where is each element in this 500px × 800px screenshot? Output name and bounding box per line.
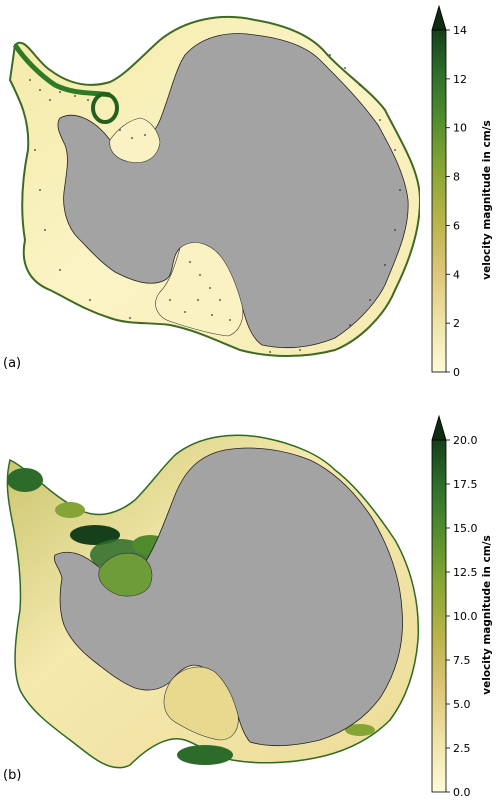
colorbar-tick-label: 12.5 bbox=[453, 566, 478, 579]
panel-label-a: (a) bbox=[3, 356, 22, 371]
colorbar-tick-label: 4 bbox=[453, 268, 460, 281]
colorbar-a: 0 2 4 6 8 10 12 14 velocity magnitude in cm/s bbox=[431, 4, 493, 379]
colorbar-b-extend-arrow bbox=[431, 414, 447, 441]
colorbar-tick-label: 10 bbox=[453, 122, 467, 135]
colorbar-b-gradient bbox=[431, 439, 447, 793]
colorbar-tick-label: 15.0 bbox=[453, 522, 478, 535]
panel-a: (a) 0 2 4 6 8 10 12 14 velocity magnitude in cm… bbox=[3, 4, 493, 379]
colorbar-tick-label: 20.0 bbox=[453, 434, 478, 447]
colorbar-tick-label: 8 bbox=[453, 171, 460, 184]
colorbar-tick-label: 5.0 bbox=[453, 698, 471, 711]
weddell-shelf bbox=[109, 117, 161, 163]
ross-shelf bbox=[163, 666, 239, 741]
panel-b: (b) 0.0 2.5 5.0 7.5 10.0 12.5 15.0 17.5 20.0 vel… bbox=[0, 400, 500, 800]
colorbar-a-gradient bbox=[431, 29, 447, 373]
colorbar-a-extend-arrow bbox=[431, 4, 447, 31]
panel-label-b: (b) bbox=[3, 768, 22, 783]
antarctica-map-a bbox=[8, 15, 420, 357]
weddell-shelf bbox=[98, 552, 153, 597]
colorbar-tick-label: 12 bbox=[453, 73, 467, 86]
colorbar-tick-label: 0.0 bbox=[453, 786, 471, 799]
ross-shelf bbox=[155, 242, 244, 337]
peninsula-high-velocity bbox=[12, 43, 111, 98]
colorbar-a-title: velocity magnitude in cm/s bbox=[481, 120, 493, 280]
land-antarctica bbox=[57, 33, 409, 349]
colorbar-tick-label: 2.5 bbox=[453, 742, 471, 755]
stippling-dots-a bbox=[29, 54, 401, 353]
colorbar-tick-label: 6 bbox=[453, 219, 460, 232]
ronne-ring bbox=[91, 92, 119, 124]
colorbar-b-ticks: 0.0 2.5 5.0 7.5 10.0 12.5 15.0 17.5 20.0 bbox=[446, 434, 478, 799]
colorbar-b-title: velocity magnitude in cm/s bbox=[481, 535, 493, 695]
colorbar-tick-label: 7.5 bbox=[453, 654, 471, 667]
colorbar-tick-label: 10.0 bbox=[453, 610, 478, 623]
land-antarctica bbox=[53, 447, 403, 747]
colorbar-b: 0.0 2.5 5.0 7.5 10.0 12.5 15.0 17.5 20.0 velocit… bbox=[431, 414, 493, 799]
colorbar-tick-label: 17.5 bbox=[453, 478, 478, 491]
colorbar-tick-label: 0 bbox=[453, 366, 460, 379]
antarctica-map-b bbox=[6, 434, 420, 769]
colorbar-tick-label: 14 bbox=[453, 24, 467, 37]
colorbar-tick-label: 2 bbox=[453, 317, 460, 330]
colorbar-a-ticks: 0 2 4 6 8 10 12 14 bbox=[446, 24, 467, 379]
